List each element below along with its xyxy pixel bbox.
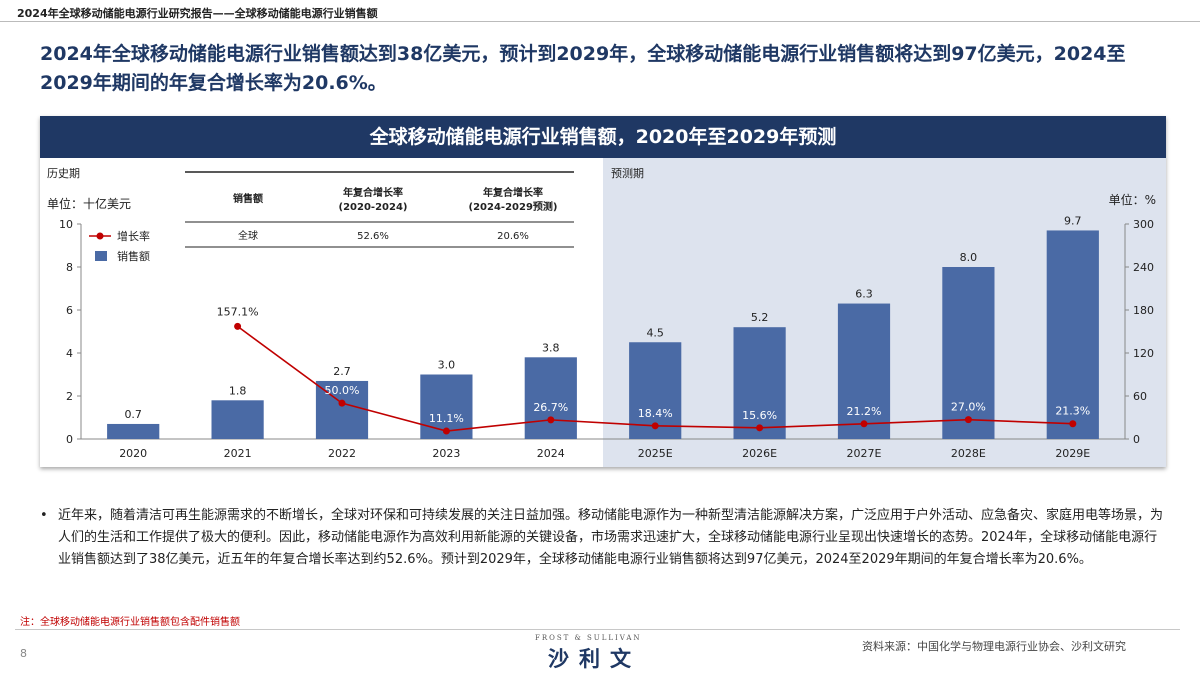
bar-sales: [524, 357, 577, 439]
page-number: 8: [20, 647, 27, 660]
history-period-label: 历史期: [47, 167, 80, 180]
growth-rate-point: [756, 424, 764, 432]
growth-rate-label: 27.0%: [951, 401, 986, 414]
chart-title: 全球移动储能电源行业销售额，2020年至2029年预测: [40, 116, 1166, 158]
left-tick-label: 2: [66, 390, 73, 403]
bar-value-label: 5.2: [751, 311, 769, 324]
x-tick-label: 2027E: [847, 447, 882, 460]
left-tick-label: 0: [66, 433, 73, 446]
bar-value-label: 4.5: [646, 326, 664, 339]
chart-panel: 全球移动储能电源行业销售额，2020年至2029年预测 历史期 预测期单位：十亿美…: [40, 116, 1166, 467]
bar-value-label: 2.7: [333, 365, 351, 378]
table-header-cell: (2024-2029预测): [469, 200, 558, 213]
logo-chinese: 沙利文: [548, 647, 641, 671]
table-header-cell: (2020-2024): [339, 202, 408, 213]
growth-rate-label: 26.7%: [533, 401, 568, 414]
x-tick-label: 2026E: [742, 447, 777, 460]
growth-rate-label: 157.1%: [217, 305, 259, 318]
source-note: 资料来源：中国化学与物理电源行业协会、沙利文研究: [862, 640, 1126, 653]
x-tick-label: 2028E: [951, 447, 986, 460]
left-tick-label: 6: [66, 304, 73, 317]
logo-wordmark: FROST & SULLIVAN: [535, 634, 642, 642]
bar-sales: [837, 303, 891, 439]
right-tick-label: 0: [1133, 433, 1140, 446]
legend-label-sales: 销售额: [117, 249, 150, 263]
table-header-cell: 年复合增长率: [483, 186, 543, 199]
growth-rate-label: 50.0%: [325, 384, 360, 397]
growth-rate-point: [1069, 420, 1077, 428]
legend-line-marker: [96, 232, 104, 240]
left-tick-label: 4: [66, 347, 73, 360]
table-cell: 20.6%: [497, 231, 529, 242]
footer-divider: [15, 629, 1180, 630]
right-tick-label: 300: [1133, 218, 1154, 231]
growth-rate-label: 21.3%: [1055, 405, 1090, 418]
bar-value-label: 1.8: [229, 384, 247, 397]
growth-rate-label: 11.1%: [429, 412, 464, 425]
table-cell: 全球: [238, 229, 258, 242]
page-headline: 2024年全球移动储能电源行业销售额达到38亿美元，预计到2029年，全球移动储…: [40, 43, 1126, 94]
bar-sales: [1046, 230, 1099, 439]
left-tick-label: 10: [59, 218, 73, 231]
growth-rate-label: 21.2%: [847, 405, 882, 418]
growth-rate-point: [547, 416, 555, 424]
bar-sales: [211, 400, 264, 439]
x-tick-label: 2020: [119, 447, 147, 460]
bar-sales: [107, 423, 160, 439]
legend-bar-swatch: [95, 251, 107, 261]
table-cell: 52.6%: [357, 231, 389, 242]
growth-rate-point: [964, 416, 972, 424]
bar-value-label: 8.0: [960, 251, 978, 264]
bullet-paragraph: • 近年来，随着清洁可再生能源需求的不断增长，全球对环保和可持续发展的关注日益加…: [40, 505, 1170, 571]
growth-rate-label: 15.6%: [742, 409, 777, 422]
x-tick-label: 2029E: [1055, 447, 1090, 460]
right-tick-label: 60: [1133, 390, 1147, 403]
x-tick-label: 2025E: [638, 447, 673, 460]
growth-rate-point: [234, 322, 242, 330]
breadcrumb: 2024年全球移动储能电源行业研究报告——全球移动储能电源行业销售额: [17, 7, 378, 20]
growth-rate-point: [651, 422, 659, 430]
x-tick-label: 2022: [328, 447, 356, 460]
growth-rate-point: [338, 399, 346, 407]
left-tick-label: 8: [66, 261, 73, 274]
x-tick-label: 2024: [537, 447, 565, 460]
left-axis-unit: 单位：十亿美元: [47, 196, 131, 211]
bar-value-label: 6.3: [855, 288, 873, 301]
table-header-cell: 销售额: [233, 192, 263, 205]
forecast-period-label: 预测期: [611, 167, 644, 180]
bullet-marker: •: [40, 508, 48, 523]
header-divider: [0, 21, 1200, 22]
right-tick-label: 240: [1133, 261, 1154, 274]
x-tick-label: 2023: [432, 447, 460, 460]
bar-sales: [942, 267, 995, 439]
growth-rate-point: [860, 420, 868, 428]
right-tick-label: 120: [1133, 347, 1154, 360]
right-axis-unit: 单位：%: [1109, 192, 1156, 207]
x-tick-label: 2021: [224, 447, 252, 460]
bar-value-label: 3.8: [542, 341, 560, 354]
bullet-text: 近年来，随着清洁可再生能源需求的不断增长，全球对环保和可持续发展的关注日益加强。…: [58, 508, 1164, 567]
footnote: 注：全球移动储能电源行业销售额包含配件销售额: [20, 617, 240, 628]
bar-value-label: 9.7: [1064, 214, 1082, 227]
bar-value-label: 3.0: [438, 359, 456, 372]
right-tick-label: 180: [1133, 304, 1154, 317]
bar-sales: [733, 327, 786, 439]
legend-label-growth: 增长率: [117, 229, 150, 243]
growth-rate-label: 18.4%: [638, 407, 673, 420]
growth-rate-point: [442, 427, 450, 435]
table-header-cell: 年复合增长率: [343, 186, 403, 199]
bar-value-label: 0.7: [124, 408, 142, 421]
